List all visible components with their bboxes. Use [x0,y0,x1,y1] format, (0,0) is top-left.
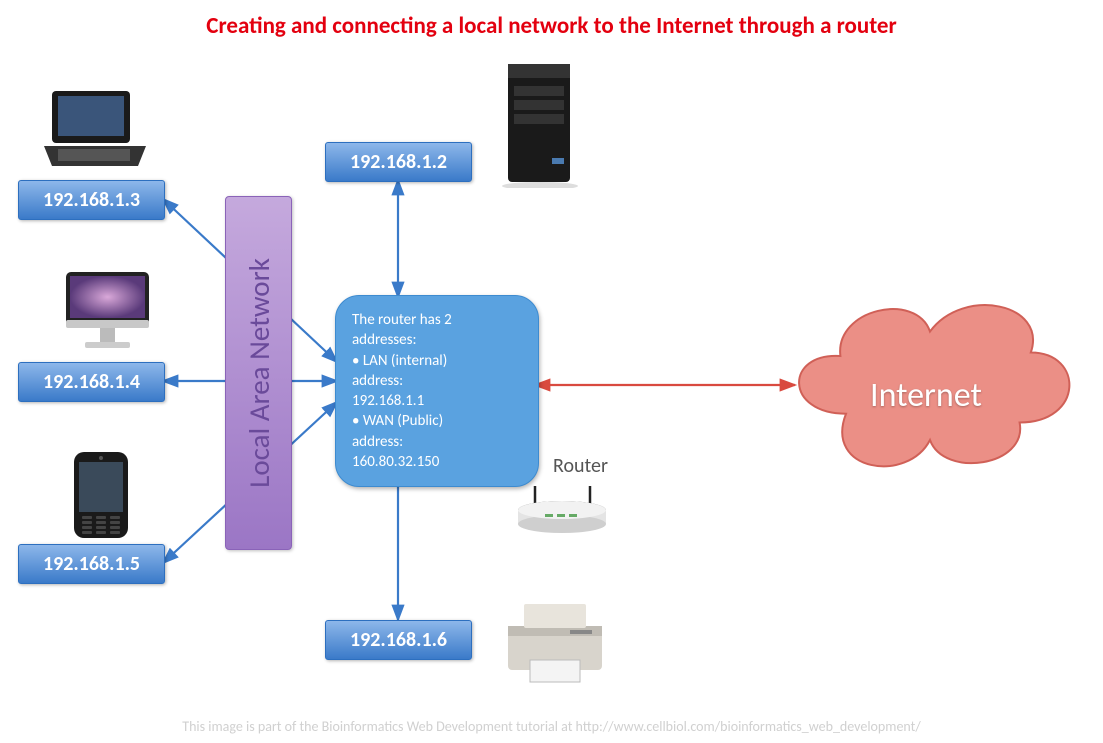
diagram-title: Creating and connecting a local network … [0,12,1103,40]
printer-icon [500,598,610,688]
phone-icon [70,450,132,540]
router-icon [515,480,610,535]
lan-label: Local Area Network [241,258,277,488]
footer-attribution: This image is part of the Bioinformatics… [0,718,1103,735]
ip-printer: 192.168.1.6 [325,620,472,660]
server-icon [500,58,585,188]
router-label: Router [553,454,608,478]
router-info-box: The router has 2addresses:• LAN (interna… [335,295,539,487]
internet-label: Internet [870,375,982,416]
laptop-icon [40,86,150,171]
ip-phone: 192.168.1.5 [18,544,165,584]
ip-imac: 192.168.1.4 [18,362,165,402]
lan-box: Local Area Network [225,196,292,550]
ip-laptop: 192.168.1.3 [18,180,165,220]
imac-icon [60,268,155,356]
ip-server: 192.168.1.2 [325,142,472,182]
